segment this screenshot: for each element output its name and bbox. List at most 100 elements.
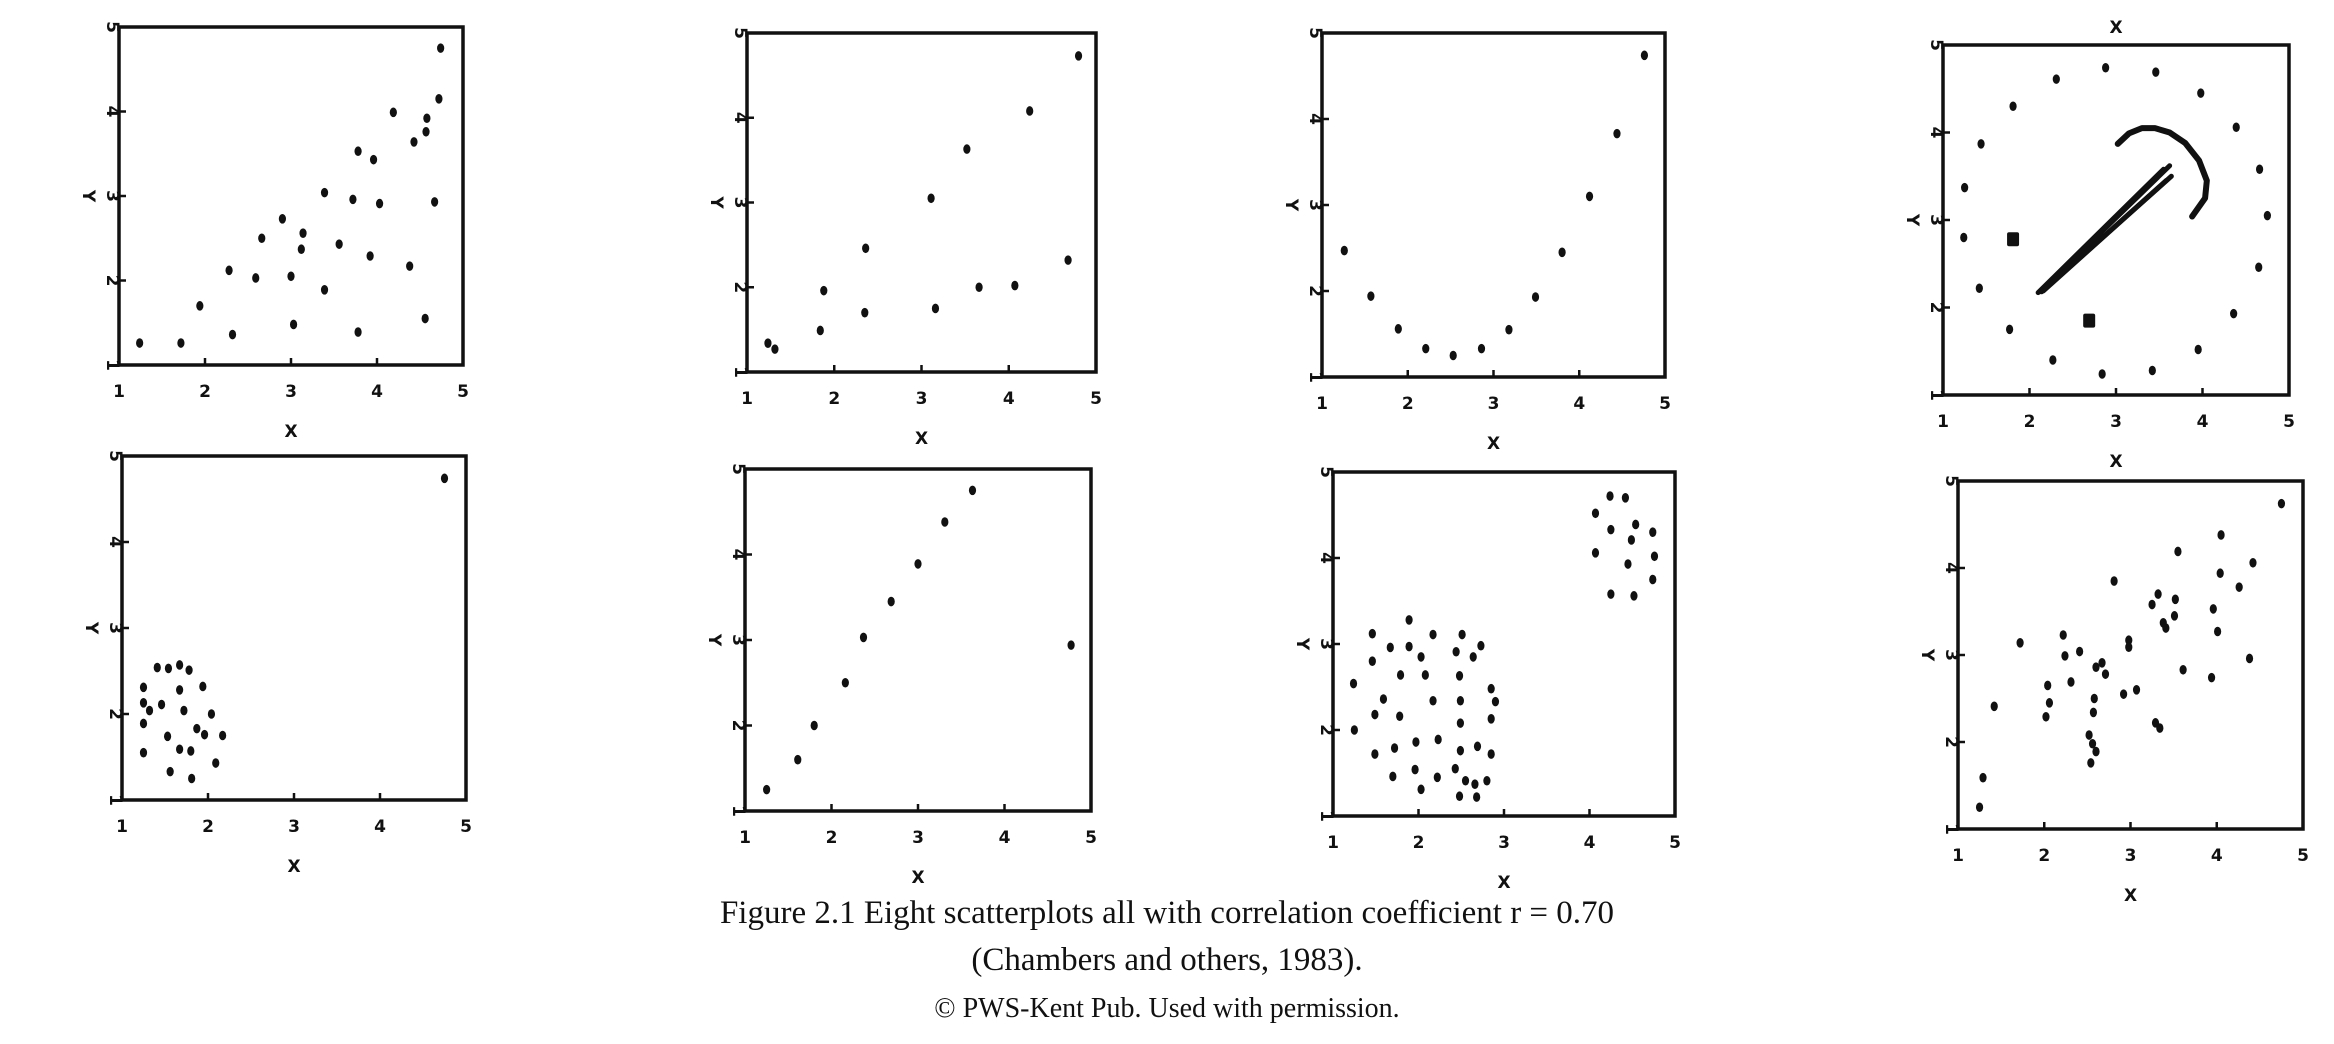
plot-frame: [745, 31, 1098, 374]
data-point: [1434, 734, 1442, 745]
arc-curve: [2114, 125, 2210, 220]
data-point: [2171, 594, 2179, 605]
data-point: [139, 682, 148, 693]
x-tick-label: 3: [912, 828, 924, 848]
data-point: [1340, 245, 1348, 256]
data-point: [2120, 689, 2128, 699]
data-point: [2214, 626, 2222, 637]
data-point: [2197, 88, 2205, 98]
data-point: [2098, 658, 2106, 668]
y-tick-label: 2: [102, 275, 122, 287]
data-point: [2154, 589, 2162, 599]
data-point: [2098, 369, 2106, 379]
data-point: [2148, 365, 2156, 376]
data-point: [1417, 652, 1425, 662]
data-point: [1627, 535, 1635, 545]
data-point: [335, 239, 343, 249]
scatterplot-1: 1 2 3 4 5 1 2 3 4 5 X Y: [78, 21, 469, 442]
data-point: [1630, 591, 1638, 601]
data-point: [2088, 738, 2097, 749]
data-point: [278, 214, 286, 224]
data-point: [320, 284, 329, 295]
data-point: [2101, 669, 2110, 679]
x-axis-label: X: [1487, 434, 1500, 454]
y-tick-label: 4: [1316, 552, 1336, 564]
data-point: [1473, 741, 1482, 752]
data-point: [1455, 671, 1464, 681]
data-point: [185, 665, 193, 675]
data-point: [2092, 662, 2100, 672]
y-tick-label: 1: [102, 359, 122, 371]
data-point: [166, 766, 174, 777]
x-tick-label: 1: [113, 382, 125, 402]
scatterplot-2: 1 2 3 4 5 1 2 3 4 5 X Y: [706, 27, 1102, 449]
data-point: [2061, 651, 2069, 661]
data-point: [2045, 698, 2054, 708]
data-point: [2085, 730, 2093, 740]
x-tick-label: 4: [1573, 394, 1585, 414]
y-tick-label: 5: [105, 450, 125, 462]
data-point: [1368, 628, 1376, 639]
data-point: [1396, 711, 1404, 722]
data-point: [2125, 642, 2133, 652]
data-point: [187, 746, 195, 756]
data-point: [354, 146, 362, 157]
x-tick-label: 3: [2110, 412, 2122, 432]
data-point: [1429, 629, 1437, 640]
scatterplot-8: 1 2 3 4 5 1 2 3 4 5 X Y: [1917, 475, 2309, 906]
square-data-point: [2083, 313, 2096, 328]
data-point: [1456, 695, 1464, 706]
data-point: [2156, 723, 2164, 733]
data-point: [2209, 604, 2217, 614]
x-tick-label: 1: [1952, 846, 1964, 866]
data-point: [1422, 343, 1430, 354]
y-tick-label: 4: [105, 536, 125, 548]
x-tick-label: 4: [2197, 412, 2209, 432]
data-point: [1411, 764, 1419, 775]
data-point: [1421, 670, 1429, 680]
data-point: [2042, 711, 2050, 722]
plot-frame: [117, 25, 465, 367]
x-tick-label: 4: [371, 382, 383, 402]
x-tick-label: 5: [2283, 412, 2295, 432]
data-point: [1990, 701, 1998, 712]
data-point: [176, 685, 184, 695]
data-point: [180, 705, 188, 716]
data-point: [369, 154, 378, 165]
plot-frame: [1331, 470, 1677, 818]
y-tick-label: 2: [1926, 302, 1946, 314]
y-tick-label: 5: [102, 21, 122, 33]
data-point: [1483, 775, 1491, 786]
data-point: [139, 718, 148, 729]
x-tick-label: 2: [1402, 394, 1414, 414]
y-tick-label: 4: [1926, 127, 1946, 139]
data-point: [1394, 324, 1402, 334]
plot-frame: [120, 454, 468, 802]
x-axis-label: X: [284, 422, 297, 442]
data-point: [1558, 247, 1566, 258]
y-tick-label: 5: [1316, 466, 1336, 478]
scatterplot-7: 1 2 3 4 5 1 2 3 4 5 X Y: [1292, 466, 1681, 893]
y-tick-label: 4: [102, 106, 122, 118]
data-point: [1487, 683, 1495, 694]
y-tick-label: 3: [102, 190, 122, 202]
scatterplot-5: 1 2 3 4 5 1 2 3 4 5 X Y: [81, 450, 472, 877]
data-point: [1650, 551, 1659, 562]
data-point: [299, 228, 307, 238]
data-point: [1429, 695, 1437, 706]
data-point: [297, 244, 305, 255]
y-tick-label: 3: [728, 634, 748, 646]
data-point: [196, 301, 204, 311]
y-tick-label: 4: [1941, 562, 1961, 574]
y-tick-label: 5: [1941, 475, 1961, 487]
x-tick-label: 1: [116, 817, 128, 837]
y-tick-label: 4: [728, 549, 748, 561]
data-point: [1640, 50, 1649, 61]
data-point: [927, 193, 935, 204]
x-tick-label: 3: [1488, 394, 1500, 414]
x-axis-label: X: [915, 429, 928, 449]
data-point: [2277, 498, 2286, 509]
data-point: [771, 344, 779, 354]
data-point: [389, 107, 397, 118]
data-point: [2255, 262, 2263, 273]
